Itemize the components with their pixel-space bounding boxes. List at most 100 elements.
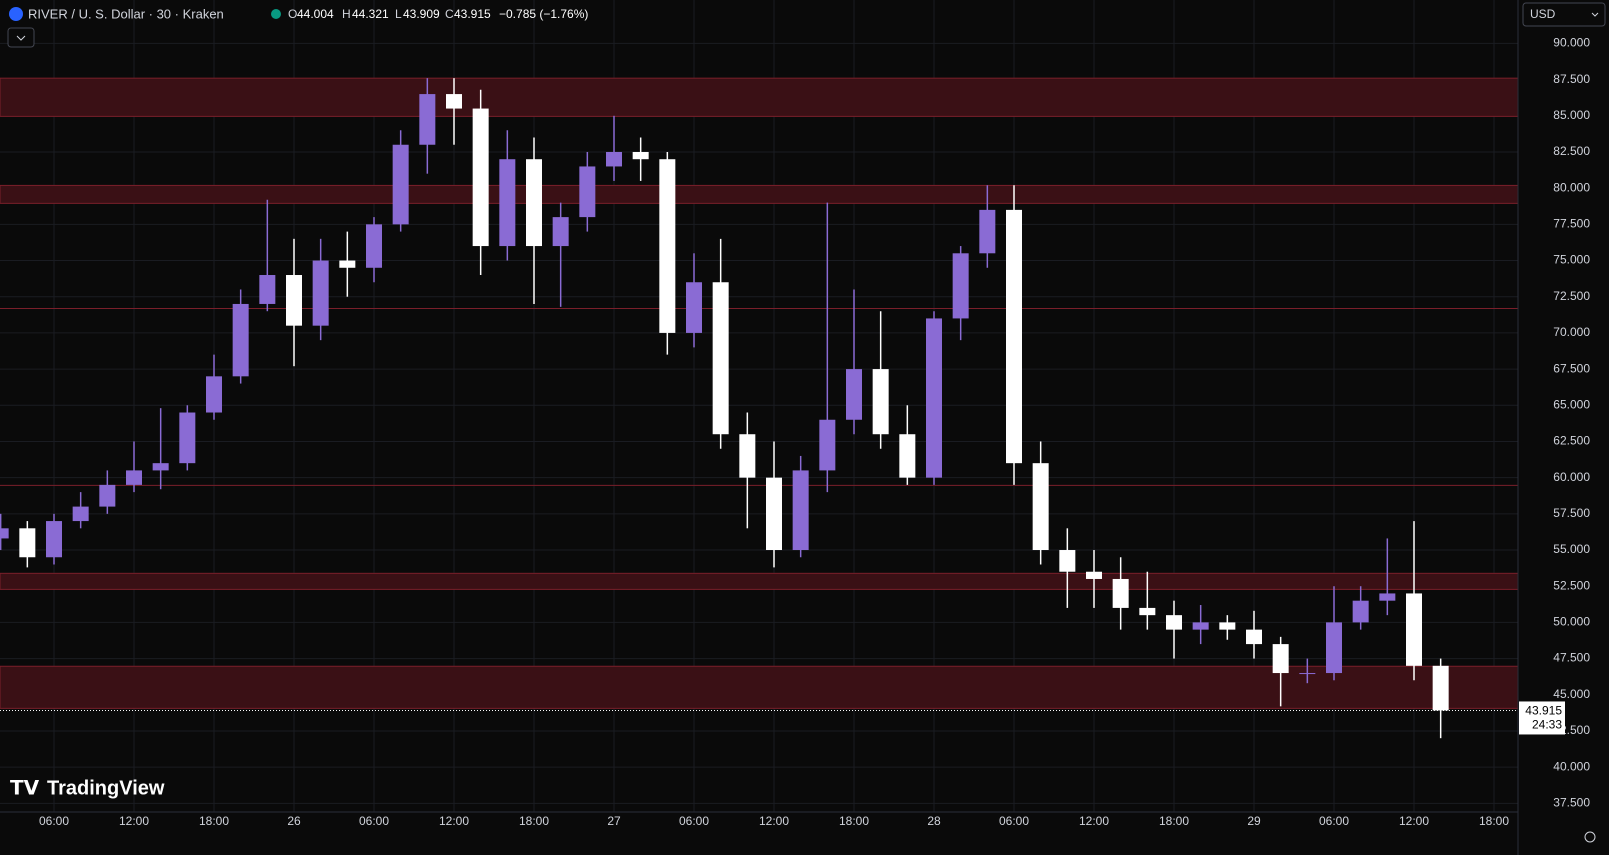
- candle-body: [206, 376, 222, 413]
- y-tick-label: 85.000: [1553, 108, 1590, 122]
- y-tick-label: 72.500: [1553, 289, 1590, 303]
- candle-body: [606, 151, 622, 167]
- candle-body: [1086, 571, 1102, 579]
- candle-body: [19, 528, 36, 558]
- zone: [0, 77, 1519, 117]
- candle-body: [366, 224, 382, 268]
- y-tick-label: 70.000: [1553, 325, 1590, 339]
- y-tick-label: 62.500: [1553, 434, 1590, 448]
- x-tick-label: 28: [927, 814, 941, 828]
- candle-body: [1112, 578, 1129, 608]
- x-tick-label: 06:00: [679, 814, 709, 828]
- candle-body: [179, 412, 196, 464]
- y-tick-label: 90.000: [1553, 36, 1590, 50]
- y-tick-label: 87.500: [1553, 72, 1590, 86]
- x-tick-label: 12:00: [1079, 814, 1109, 828]
- candle-body: [126, 470, 142, 485]
- candle-body: [46, 521, 62, 558]
- candle-body: [1272, 644, 1289, 674]
- ohlc-value: 43.915: [454, 7, 491, 21]
- candle-body: [1219, 622, 1236, 630]
- x-tick-label: 12:00: [119, 814, 149, 828]
- candle-body: [1326, 622, 1342, 674]
- x-tick-label: 12:00: [1399, 814, 1429, 828]
- plot: [0, 0, 1519, 812]
- countdown: 24:33: [1532, 718, 1562, 732]
- ohlc-label: L: [395, 7, 402, 21]
- candle-body: [846, 369, 862, 420]
- chevron: [16, 35, 26, 41]
- x-tick-label: 06:00: [1319, 814, 1349, 828]
- candle-body: [632, 151, 649, 160]
- y-tick-label: 45.000: [1553, 687, 1590, 701]
- candle-body: [339, 260, 356, 268]
- x-tick-label: 26: [287, 814, 301, 828]
- candle-body: [286, 275, 302, 326]
- y-tick-label: 52.500: [1553, 578, 1590, 592]
- y-tick-label: 50.000: [1553, 615, 1590, 629]
- candle-body: [392, 144, 409, 225]
- y-tick-label: 40.000: [1553, 759, 1590, 773]
- settings-icon[interactable]: [1584, 831, 1596, 843]
- collapse-button[interactable]: [7, 27, 35, 48]
- candle-body: [712, 282, 729, 435]
- candle-body: [1432, 665, 1449, 711]
- candle-body: [1032, 463, 1049, 551]
- candle-body: [686, 282, 702, 333]
- candle-body: [1246, 629, 1262, 645]
- currency-button[interactable]: [1522, 2, 1606, 27]
- change: −0.785 (−1.76%): [499, 7, 588, 21]
- x-tick-label: 18:00: [839, 814, 869, 828]
- zone: [0, 665, 1519, 709]
- candle-body: [419, 94, 436, 145]
- status-dot: [271, 9, 281, 19]
- candle-body: [1406, 593, 1422, 666]
- candle-body: [259, 275, 276, 304]
- symbol: RIVER / U. S. Dollar · 30 · Kraken: [28, 6, 224, 21]
- zone: [0, 572, 1519, 590]
- y-tick-label: 67.500: [1553, 361, 1590, 375]
- x-tick-label: 06:00: [359, 814, 389, 828]
- last-price: 43.915: [1525, 704, 1562, 718]
- candle-body: [499, 159, 516, 247]
- candle-body: [1379, 593, 1396, 601]
- y-tick-label: 77.500: [1553, 217, 1590, 231]
- y-tick-label: 55.000: [1553, 542, 1590, 556]
- ohlc-label: H: [342, 7, 351, 21]
- candle-body: [872, 369, 889, 435]
- candle-body: [1192, 622, 1209, 630]
- x-tick-label: 12:00: [759, 814, 789, 828]
- candle-body: [899, 434, 916, 478]
- x-tick-label: 27: [607, 814, 621, 828]
- candle-body: [552, 217, 569, 247]
- x-tick-label: 18:00: [1159, 814, 1189, 828]
- currency: USD: [1530, 7, 1556, 21]
- candle-body: [99, 484, 116, 507]
- candle-body: [526, 159, 542, 247]
- ohlc-value: 43.909: [403, 7, 440, 21]
- x-tick-label: 18:00: [519, 814, 549, 828]
- candle-body: [72, 506, 89, 522]
- ohlc-value: 44.321: [352, 7, 389, 21]
- y-tick-label: 80.000: [1553, 180, 1590, 194]
- candle-body: [1299, 673, 1316, 675]
- y-tick-label: 75.000: [1553, 253, 1590, 267]
- x-tick-label: 06:00: [39, 814, 69, 828]
- candle-body: [952, 253, 969, 319]
- logo: TradingView: [47, 777, 165, 799]
- candle-body: [792, 470, 809, 551]
- y-tick-label: 65.000: [1553, 397, 1590, 411]
- y-tick-label: 82.500: [1553, 144, 1590, 158]
- candle-body: [1139, 607, 1156, 616]
- candle-body: [232, 303, 249, 377]
- candle-body: [152, 463, 169, 471]
- candle-body: [0, 528, 9, 539]
- ohlc-label: C: [445, 7, 454, 21]
- chevron: [1591, 12, 1599, 17]
- y-tick-label: 60.000: [1553, 470, 1590, 484]
- x-tick-label: 06:00: [999, 814, 1029, 828]
- candle-body: [766, 477, 782, 551]
